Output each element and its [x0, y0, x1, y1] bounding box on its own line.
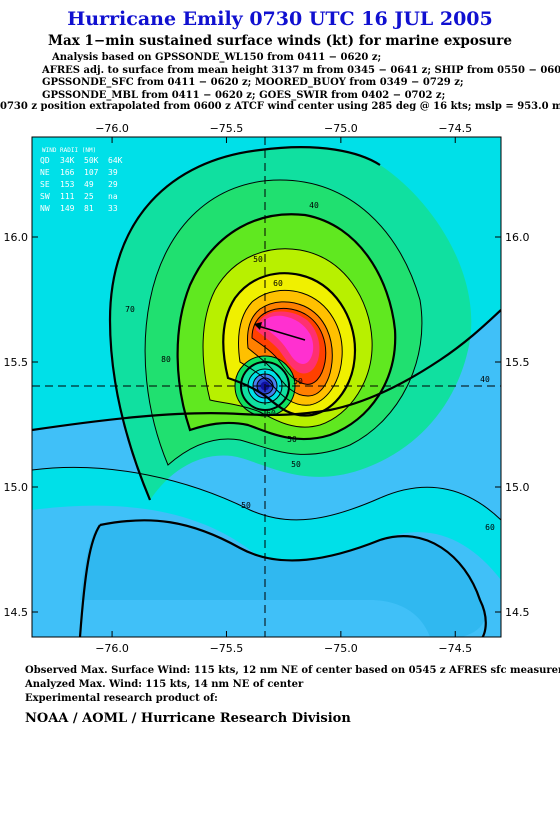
x-tick-label-top: −75.5 [210, 122, 244, 135]
wind-radii-header: 34K [60, 156, 75, 165]
contour-label: 60 [266, 409, 276, 418]
x-tick-label-top: −74.5 [438, 122, 472, 135]
y-tick-label-left: 16.0 [4, 231, 29, 244]
x-tick-label-bottom: −75.0 [324, 642, 358, 655]
y-tick-label-left: 15.0 [4, 481, 29, 494]
wind-radii-cell: na [108, 192, 118, 201]
wind-radii-cell: 149 [60, 204, 75, 213]
contour-label: 80 [161, 355, 171, 364]
x-tick-label-top: −76.0 [95, 122, 129, 135]
wind-radii-cell: SE [40, 180, 50, 189]
contour-label: 50 [253, 255, 263, 264]
analysis-line: GPSSONDE_SFC from 0411 − 0620 z; MOORED_… [42, 77, 464, 88]
analyzed-max-wind: Analyzed Max. Wind: 115 kts, 14 nm NE of… [25, 679, 304, 690]
wind-radii-header: 64K [108, 156, 123, 165]
wind-radii-cell: 111 [60, 192, 75, 201]
plot-frame [31, 136, 502, 638]
wind-radii-cell: NW [40, 204, 50, 213]
chart-title: Hurricane Emily 0730 UTC 16 JUL 2005 [67, 8, 493, 30]
analysis-line: GPSSONDE_MBL from 0411 − 0620 z; GOES_SW… [42, 89, 446, 101]
chart-subtitle: Max 1−min sustained surface winds (kt) f… [48, 33, 512, 49]
wind-radii-cell: NE [40, 168, 50, 177]
wind-radii-cell: 33 [108, 204, 118, 213]
x-tick-label-bottom: −75.5 [210, 642, 244, 655]
contour-label: 40 [480, 375, 490, 384]
contour-label-layer: 40 50 60 70 80 50 60 50 50 40 50 60 [125, 201, 495, 532]
y-tick-label-right: 15.5 [505, 356, 530, 369]
x-tick-label-bottom: −76.0 [95, 642, 129, 655]
contour-label: 50 [241, 501, 251, 510]
contour-fill-layer [32, 137, 501, 637]
y-tick-label-right: 15.0 [505, 481, 530, 494]
observed-max-wind: Observed Max. Surface Wind: 115 kts, 12 … [25, 665, 560, 676]
y-tick-label-left: 14.5 [4, 606, 29, 619]
wind-radii-cell: 49 [84, 180, 94, 189]
contour-label: 70 [125, 305, 135, 314]
analysis-line: Analysis based on GPSSONDE_WL150 from 04… [52, 52, 382, 63]
contour-label: 60 [485, 523, 495, 532]
fill-band-below-35 [80, 520, 486, 637]
wind-radii-header: QD [40, 156, 50, 165]
wind-radii-cell: 153 [60, 180, 75, 189]
y-tick-label-left: 15.5 [4, 356, 29, 369]
wind-radii-cell: 107 [84, 168, 99, 177]
wind-radii-cell: 81 [84, 204, 94, 213]
experimental-note: Experimental research product of: [25, 693, 218, 704]
wind-radii-cell: 29 [108, 180, 118, 189]
x-tick-label-top: −75.0 [324, 122, 358, 135]
analysis-line: AFRES adj. to surface from mean height 3… [42, 64, 560, 76]
wind-radii-cell: 25 [84, 192, 94, 201]
contour-label: 50 [287, 435, 297, 444]
y-tick-label-right: 14.5 [505, 606, 530, 619]
y-tick-label-right: 16.0 [505, 231, 530, 244]
wind-radii-cell: SW [40, 192, 50, 201]
contour-label: 50 [291, 460, 301, 469]
max-wind-arrow [254, 322, 306, 341]
fill-band-max [262, 315, 314, 365]
contour-label: 60 [273, 279, 283, 288]
wind-radii-cell: 39 [108, 168, 118, 177]
contour-label: 40 [309, 201, 319, 210]
wind-radii-header: 50K [84, 156, 99, 165]
organization-name: NOAA / AOML / Hurricane Research Divisio… [25, 711, 351, 726]
analysis-sources: Analysis based on GPSSONDE_WL150 from 04… [42, 52, 560, 102]
extrapolation-note: 0730 z position extrapolated from 0600 z… [0, 101, 560, 112]
wind-radii-table: WIND RADII (NM) QD 34K 50K 64K NE 166 107 39 SE 15… [40, 147, 123, 213]
wind-radii-title: WIND RADII (NM) [42, 147, 96, 154]
axis-ticks: −76.0 −76.0 −75.5 −75.5 −75.0 −75.0 −74.5 −74.5… [4, 122, 530, 655]
wind-radii-cell: 166 [60, 168, 75, 177]
x-tick-label-bottom: −74.5 [438, 642, 472, 655]
contour-label: 50 [293, 377, 303, 386]
